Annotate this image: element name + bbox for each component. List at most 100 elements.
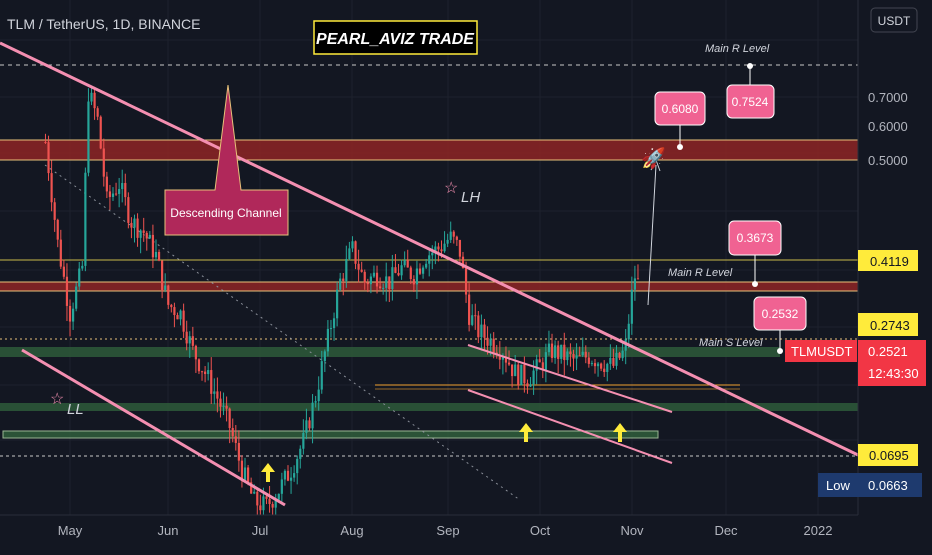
- symbol-title[interactable]: TLM / TetherUS, 1D, BINANCE: [7, 16, 200, 32]
- candle-body: [283, 470, 287, 480]
- candle-body: [553, 345, 557, 359]
- wedge-upper-line: [467, 344, 673, 413]
- candle-body: [87, 101, 90, 173]
- up-arrow-icon-2: [519, 423, 533, 442]
- candle-body: [188, 336, 191, 344]
- candle-body: [130, 222, 133, 228]
- grid-vertical: [69, 0, 819, 515]
- candle-body: [578, 355, 581, 357]
- candle-body: [332, 318, 336, 329]
- candle-body: [59, 239, 62, 267]
- candle-body: [136, 218, 139, 238]
- candle-body: [96, 108, 99, 117]
- candle-body: [56, 219, 59, 240]
- candle-body: [118, 189, 121, 194]
- candle-body: [213, 391, 216, 394]
- price-tag-0-0695-box: [858, 444, 918, 466]
- candle-body: [329, 328, 333, 330]
- candle-body: [44, 141, 47, 143]
- candle-body: [600, 363, 603, 369]
- candle-body: [369, 276, 372, 285]
- candle-body: [627, 323, 630, 340]
- candle-body: [314, 401, 317, 403]
- candle-body: [609, 358, 612, 364]
- candle-body: [354, 241, 357, 264]
- candle-body: [142, 230, 145, 233]
- candle-body: [584, 351, 587, 358]
- candle-body: [68, 305, 72, 322]
- candle-body: [590, 363, 594, 365]
- y-tick-label: 0.7000: [868, 90, 908, 105]
- candle-body: [345, 258, 348, 282]
- label-0-3673-dot: [752, 281, 758, 287]
- candle-body: [474, 315, 477, 317]
- candle-body: [277, 493, 280, 500]
- candle-body: [148, 234, 151, 239]
- candle-body: [403, 260, 406, 266]
- candle-body: [575, 355, 578, 359]
- candle-body: [449, 231, 452, 240]
- candle-body: [483, 324, 486, 338]
- candle-body: [468, 294, 471, 325]
- target-arrow-line: [647, 164, 657, 306]
- candle-body: [572, 354, 575, 359]
- candle-body: [170, 304, 173, 308]
- candle-body: [121, 183, 124, 190]
- candle-body: [262, 496, 265, 511]
- candle-body: [234, 436, 237, 443]
- star-icon-lh: ☆: [444, 180, 458, 197]
- candle-body: [228, 408, 231, 429]
- candle-body: [53, 202, 56, 220]
- candle-body: [633, 278, 637, 290]
- author-badge-box: [313, 20, 478, 55]
- candle-body: [514, 364, 517, 377]
- candle-body: [271, 503, 274, 508]
- label-0-6080: 0.6080: [662, 102, 699, 116]
- candle-body: [78, 268, 81, 287]
- low-tag-label: Low: [826, 478, 850, 493]
- candle-body: [342, 278, 345, 282]
- price-tag-0-2743-box: [858, 313, 918, 336]
- candle-body: [219, 398, 222, 407]
- candle-body: [299, 448, 302, 459]
- candle-body: [636, 278, 640, 280]
- candle-body: [455, 236, 458, 240]
- candle-body: [231, 428, 234, 437]
- candle-body: [268, 498, 271, 504]
- candle-body: [378, 286, 382, 289]
- candle-body: [81, 265, 84, 269]
- time-axis[interactable]: [0, 515, 932, 550]
- candle-body: [501, 356, 504, 360]
- x-tick-label: Sep: [436, 523, 459, 538]
- candle-body: [50, 173, 53, 203]
- candle-body: [161, 260, 164, 290]
- candle-body: [47, 142, 50, 174]
- candle-body: [296, 458, 299, 474]
- candle-body: [434, 246, 437, 253]
- candle-body: [336, 289, 339, 319]
- wedge-lower-line: [467, 389, 673, 464]
- up-arrow-icon-1: [261, 463, 275, 482]
- price-tag-0-0695: 0.0695: [869, 448, 909, 463]
- candle-body: [603, 368, 606, 372]
- candle-body: [204, 371, 207, 375]
- author-badge: PEARL_AVIZ TRADE: [316, 31, 475, 48]
- candle-body: [385, 276, 388, 288]
- label-0-6080-dot: [677, 144, 683, 150]
- last-price-tag: 0.2521: [868, 344, 908, 359]
- candle-body: [391, 267, 394, 290]
- currency-button[interactable]: [870, 7, 918, 33]
- candles: [44, 85, 640, 517]
- support-zone-main: [0, 347, 780, 357]
- candle-body: [357, 263, 360, 270]
- candle-body: [133, 218, 136, 228]
- x-tick-labels: May Jun Jul Aug Sep Oct Nov Dec 2022: [58, 523, 833, 538]
- candle-body: [139, 230, 142, 238]
- candle-body: [621, 350, 624, 359]
- candle-body: [547, 343, 551, 353]
- candle-body: [489, 338, 492, 346]
- y-tick-label: 0.5000: [868, 153, 908, 168]
- candle-body: [99, 116, 102, 149]
